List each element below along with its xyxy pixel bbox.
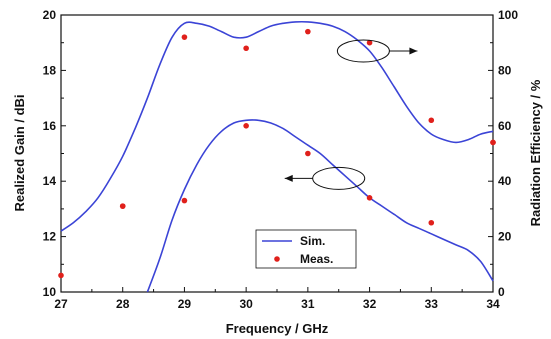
y-left-tick-label: 20	[43, 8, 57, 22]
y-right-tick-label: 20	[498, 230, 512, 244]
axis-ticks: 27 28 29 30 31 32 33 34 10 12 14 16 18 20 0 20 40 60 80 100	[43, 8, 519, 311]
x-tick-label: 30	[239, 297, 253, 311]
y-right-tick-label: 80	[498, 63, 512, 77]
gain-meas-point	[181, 197, 188, 204]
efficiency-meas-point	[428, 117, 435, 124]
x-tick-label: 29	[178, 297, 192, 311]
y-right-tick-label: 100	[498, 8, 518, 22]
x-tick-label: 32	[363, 297, 377, 311]
efficiency-sim-line	[60, 20, 494, 232]
legend-meas-swatch	[274, 256, 280, 262]
y-left-tick-label: 18	[43, 63, 57, 77]
efficiency-meas-point	[181, 34, 188, 40]
gain-meas-point	[305, 150, 311, 157]
x-tick-label: 33	[425, 297, 439, 311]
efficiency-meas-point	[243, 45, 249, 52]
legend-box	[255, 229, 357, 269]
y-right-tick-label: 0	[498, 285, 505, 299]
y-right-tick-label: 60	[498, 119, 512, 133]
x-tick-label: 34	[486, 297, 500, 311]
legend-meas-label: Meas.	[300, 252, 333, 266]
y-left-tick-label: 16	[43, 119, 57, 133]
y-right-axis-title: Radiation Efficiency / %	[528, 79, 543, 226]
y-left-tick-label: 14	[43, 174, 57, 188]
gain-meas-point	[366, 195, 373, 201]
gain-meas-point	[243, 123, 249, 129]
y-left-tick-label: 10	[43, 285, 57, 299]
efficiency-meas-point	[58, 272, 64, 279]
x-tick-label: 28	[116, 297, 130, 311]
annotation-ellipse	[336, 39, 390, 63]
x-axis-title: Frequency / GHz	[226, 321, 329, 336]
legend-sim-label: Sim.	[300, 234, 325, 248]
gain-sim-line	[146, 119, 494, 293]
annotation-arrow-head	[409, 47, 418, 55]
x-tick-label: 27	[54, 297, 68, 311]
annotation-layer	[284, 39, 418, 190]
y-left-tick-label: 12	[43, 230, 57, 244]
gain-meas-point	[490, 139, 496, 146]
gain-meas-point	[428, 219, 435, 226]
y-left-axis-title: Realized Gain / dBi	[12, 94, 27, 211]
legend: Sim. Meas.	[255, 229, 357, 269]
efficiency-meas-point	[366, 39, 373, 46]
x-tick-label: 31	[301, 297, 315, 311]
annotation-arrow-head	[284, 174, 293, 182]
efficiency-meas-point	[305, 28, 311, 35]
series-layer	[58, 20, 496, 293]
y-right-tick-label: 40	[498, 174, 512, 188]
gain-meas-point	[119, 203, 126, 209]
